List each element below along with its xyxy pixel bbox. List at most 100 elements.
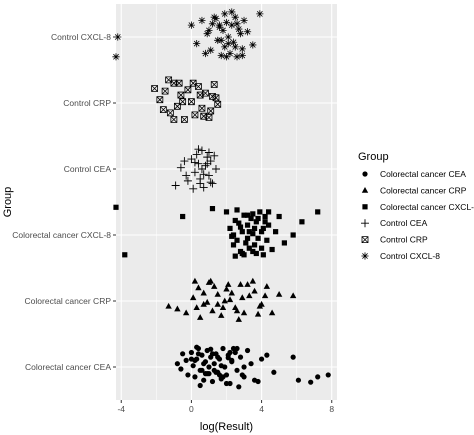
data-point <box>193 40 201 48</box>
data-point <box>194 344 200 350</box>
data-point <box>251 287 258 294</box>
data-point <box>189 184 198 193</box>
data-point <box>207 46 215 54</box>
data-point <box>196 314 204 320</box>
series-colorectal-cancer-cea <box>174 344 331 390</box>
legend-symbol <box>361 187 369 193</box>
data-point <box>262 219 268 225</box>
data-point <box>208 179 217 188</box>
data-point <box>203 159 212 168</box>
x-tick-label: 4 <box>259 404 264 414</box>
data-point <box>201 161 210 170</box>
data-point <box>253 250 259 257</box>
data-point <box>159 106 167 113</box>
data-point <box>232 217 238 224</box>
data-point <box>251 225 258 231</box>
data-point <box>199 183 208 192</box>
data-point <box>258 229 265 235</box>
data-point <box>233 20 241 28</box>
data-point <box>170 116 178 123</box>
data-point <box>249 277 257 284</box>
legend-item: Control CXCL-8 <box>358 249 440 263</box>
data-point <box>174 305 181 312</box>
data-point <box>175 79 183 87</box>
data-point <box>165 302 172 309</box>
series-control-cxcl-8 <box>112 8 264 61</box>
data-point <box>244 281 251 287</box>
data-point <box>219 304 227 310</box>
data-point <box>183 357 189 363</box>
series-colorectal-cancer-cxcl-8 <box>113 204 321 259</box>
data-point <box>228 289 235 296</box>
legend-label: Colorectal cancer CRP <box>380 185 467 195</box>
data-point <box>203 30 211 38</box>
data-point <box>114 33 122 41</box>
y-tick-label: Colorectal cancer CRP <box>25 296 112 306</box>
data-point <box>187 155 196 164</box>
legend-label: Colorectal cancer CXCL-8 <box>380 202 474 212</box>
data-point <box>238 51 246 60</box>
x-axis-ticks: -4 0 4 8 <box>117 400 334 414</box>
data-point <box>122 252 128 258</box>
data-point <box>214 100 222 108</box>
data-point <box>290 354 296 360</box>
data-point <box>244 347 251 354</box>
data-point <box>187 21 196 29</box>
y-tick-label: Colorectal cancer CXCL-8 <box>12 230 111 240</box>
data-point <box>256 302 264 309</box>
data-point <box>235 25 243 33</box>
data-point <box>192 150 201 159</box>
data-point <box>230 345 237 352</box>
legend-item: Colorectal cancer CXCL-8 <box>358 199 474 214</box>
data-point <box>234 367 240 373</box>
data-point <box>189 79 197 87</box>
data-point <box>166 109 174 117</box>
data-point <box>200 300 207 307</box>
data-point <box>295 377 302 383</box>
data-point <box>236 30 245 38</box>
legend-symbol <box>362 171 368 177</box>
data-point <box>255 235 261 241</box>
data-point <box>243 240 249 246</box>
data-point <box>238 45 246 53</box>
data-point <box>196 91 204 99</box>
data-point <box>192 374 198 380</box>
data-point <box>249 41 257 49</box>
data-point <box>196 179 205 188</box>
data-point <box>190 158 199 167</box>
data-point <box>180 157 189 166</box>
data-point <box>246 229 252 235</box>
data-point <box>244 235 251 241</box>
data-point <box>254 310 262 317</box>
data-point <box>258 356 265 362</box>
data-point <box>225 281 232 287</box>
data-point <box>246 245 252 251</box>
data-point <box>271 369 277 375</box>
data-point <box>188 349 195 356</box>
data-point <box>210 151 219 160</box>
data-point <box>237 224 244 230</box>
data-point <box>258 245 265 251</box>
legend-label: Control CRP <box>380 235 428 245</box>
data-point <box>229 359 235 365</box>
data-point <box>195 284 202 291</box>
data-point <box>174 361 180 367</box>
data-point <box>199 170 208 179</box>
data-point <box>200 289 207 296</box>
data-point <box>190 363 196 369</box>
data-point <box>299 219 305 225</box>
data-point <box>232 253 238 259</box>
data-point <box>188 98 195 106</box>
data-point <box>201 49 210 58</box>
data-point <box>269 246 275 253</box>
data-point <box>215 21 224 29</box>
data-point <box>264 352 270 358</box>
x-tick-label: -4 <box>117 404 125 414</box>
data-point <box>204 171 213 180</box>
data-point <box>197 382 203 389</box>
data-point <box>232 349 238 356</box>
y-tick-label: Colorectal cancer CEA <box>25 362 111 372</box>
grid-lines <box>116 4 337 400</box>
data-point <box>265 222 272 228</box>
